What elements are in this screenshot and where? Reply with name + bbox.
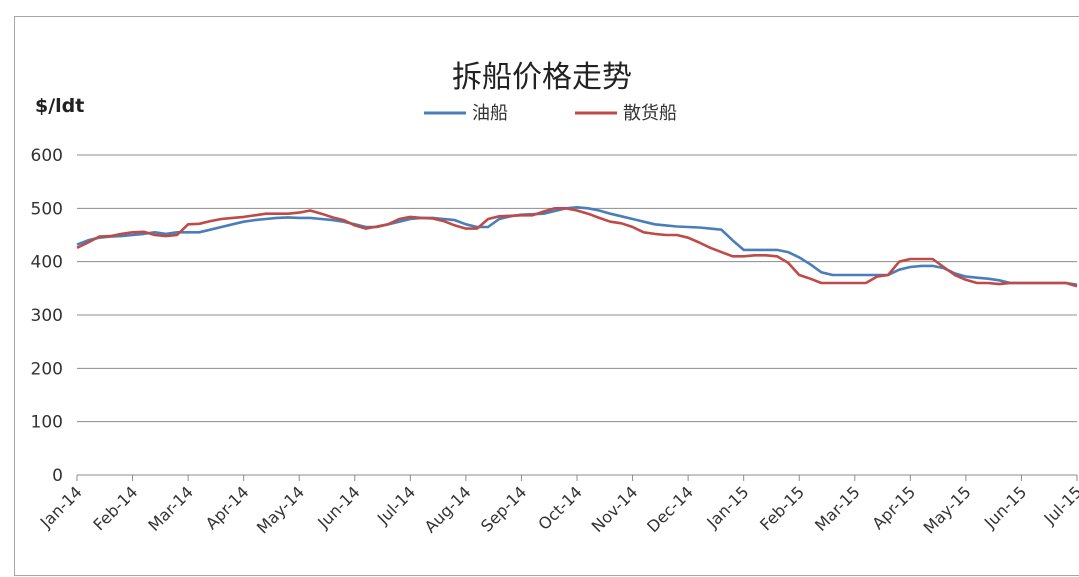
x-tick-label: Nov-14 — [588, 482, 642, 536]
chart-frame: 拆船价格走势 $/ldt 油船 散货船 0 100 200 300 400 500 600 J… — [14, 16, 1079, 576]
x-tick-label: Jan-15 — [702, 482, 752, 532]
legend-label: 散货船 — [623, 103, 677, 124]
y-tick-label: 0 — [52, 466, 63, 486]
x-tick-label: Mar-14 — [144, 482, 197, 535]
x-tick-label: Feb-14 — [89, 482, 141, 534]
x-tick-label: Oct-14 — [534, 482, 585, 533]
x-tick-label: Apr-14 — [202, 482, 253, 533]
x-tick-label: Jan-14 — [36, 482, 86, 532]
y-axis-label: $/ldt — [35, 95, 84, 117]
x-tick-label: Jul-14 — [373, 482, 419, 528]
x-tick-label: Aug-14 — [421, 482, 475, 536]
series-line-1 — [76, 206, 1078, 286]
chart-canvas: 拆船价格走势 $/ldt 油船 散货船 0 100 200 300 400 500 600 J… — [31, 60, 1079, 538]
x-tick-label: Mar-15 — [811, 482, 864, 535]
x-tick-label: Apr-15 — [868, 482, 919, 533]
y-tick-label: 300 — [31, 306, 63, 326]
x-tick-label: May-14 — [253, 482, 308, 537]
x-tick-labels: Jan-14 Feb-14 Mar-14 Apr-14 May-14 Jun-14 Jul-… — [36, 475, 1079, 538]
y-tick-labels: 0 100 200 300 400 500 600 — [31, 146, 63, 486]
y-tick-label: 400 — [31, 253, 63, 273]
legend: 油船 散货船 — [424, 103, 677, 124]
legend-label: 油船 — [472, 103, 508, 124]
gridlines — [77, 154, 1077, 476]
chart-title: 拆船价格走势 — [452, 60, 632, 95]
y-tick-label: 200 — [31, 359, 63, 379]
x-tick-label: Jun-14 — [313, 482, 363, 532]
x-tick-label: Jul-15 — [1040, 482, 1079, 528]
x-tick-label: Dec-14 — [643, 482, 697, 536]
y-tick-label: 600 — [31, 146, 63, 166]
y-tick-label: 100 — [31, 413, 63, 433]
x-tick-label: Feb-15 — [756, 482, 808, 534]
x-tick-label: Jun-15 — [980, 482, 1030, 532]
x-tick-label: May-15 — [920, 482, 975, 537]
y-tick-label: 500 — [31, 199, 63, 219]
x-tick-label: Sep-14 — [477, 482, 530, 535]
series-line-2 — [76, 207, 1078, 288]
series-lines — [76, 206, 1078, 288]
